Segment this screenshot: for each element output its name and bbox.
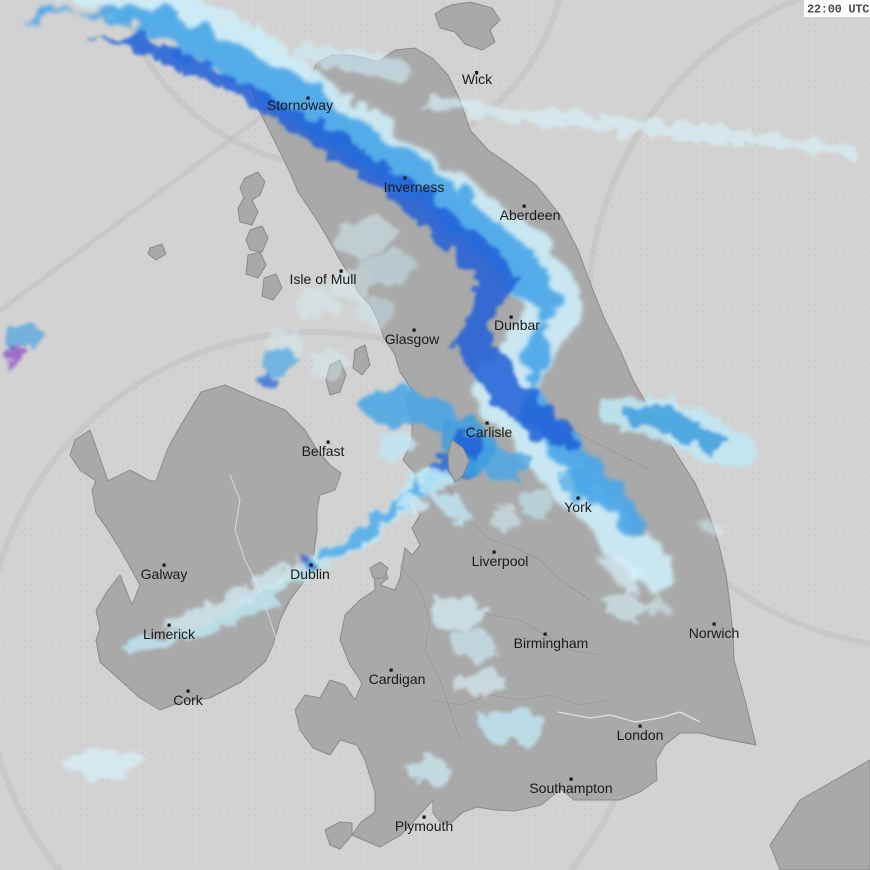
svg-text:Limerick: Limerick [143, 626, 196, 642]
svg-text:Stornoway: Stornoway [267, 97, 333, 113]
svg-text:Aberdeen: Aberdeen [500, 207, 561, 223]
svg-text:Cork: Cork [173, 692, 204, 708]
svg-text:Cardigan: Cardigan [369, 671, 426, 687]
svg-text:Glasgow: Glasgow [385, 331, 440, 347]
svg-text:Liverpool: Liverpool [472, 553, 529, 569]
svg-text:Inverness: Inverness [384, 179, 445, 195]
svg-text:York: York [564, 499, 593, 515]
svg-text:Dublin: Dublin [290, 566, 330, 582]
svg-text:Carlisle: Carlisle [466, 424, 513, 440]
svg-text:Dunbar: Dunbar [494, 317, 540, 333]
svg-text:22:00 UTC: 22:00 UTC [807, 3, 869, 17]
svg-text:London: London [617, 727, 664, 743]
svg-text:Plymouth: Plymouth [395, 818, 453, 834]
svg-text:Southampton: Southampton [529, 780, 612, 796]
svg-text:Norwich: Norwich [689, 625, 740, 641]
svg-text:Birmingham: Birmingham [514, 635, 589, 651]
svg-text:Galway: Galway [141, 566, 188, 582]
svg-text:Wick: Wick [462, 71, 493, 87]
svg-text:Isle of Mull: Isle of Mull [290, 271, 357, 287]
svg-text:Belfast: Belfast [302, 443, 345, 459]
